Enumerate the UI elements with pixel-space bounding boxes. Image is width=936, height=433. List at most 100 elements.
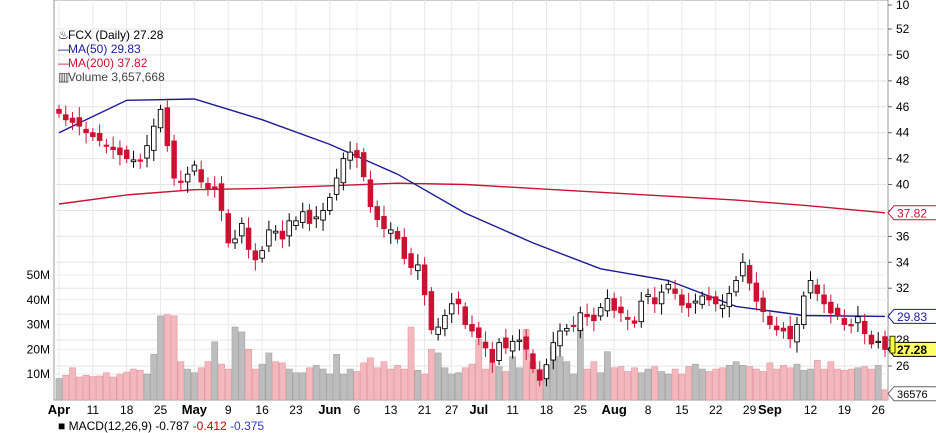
x-tick-label: 6 [354,403,361,417]
volume-bar [109,376,117,401]
volume-bar [231,326,239,401]
candle-body [652,297,658,305]
volume-bar [143,373,151,401]
candle-body [205,183,211,189]
volume-bar [773,368,781,401]
candle-body [360,152,367,178]
candle-body [171,140,177,179]
volume-bar [82,374,90,401]
volume-bar [312,365,320,401]
volume-bar [685,366,692,401]
candle-body [536,369,543,381]
candle-body [259,250,265,259]
volume-bar [326,373,334,401]
candle-body [706,295,712,301]
volume-bar [177,361,185,401]
volume-bar [184,368,191,401]
volume-bar [69,367,76,401]
candle-body [733,280,739,293]
candle-body [96,133,103,141]
candle-body [699,295,705,305]
candle-body [76,117,83,127]
volume-bar [367,357,374,401]
candle-body [523,336,529,350]
candle-body [821,294,827,305]
volume-bar [556,356,564,401]
price-flag [887,205,936,221]
x-tick-label: 15 [675,403,689,417]
volume-bar [712,368,720,401]
x-tick-label: 25 [154,403,168,417]
volume-bar [698,368,706,401]
volume-bar [191,372,198,401]
candle-body [875,340,881,344]
volume-bar [448,373,456,401]
price-tick-label: 36 [896,229,910,243]
candle-body [665,283,672,290]
price-tick-label: 46 [896,100,910,114]
candle-body [63,114,69,121]
volume-bar [116,373,124,401]
candle-body [279,230,286,240]
price-tick-label: 34 [896,255,910,269]
last-price-marker [889,335,896,354]
candle-body [597,307,604,317]
candle-body [157,108,164,129]
volume-bar [455,372,462,401]
volume-bar [245,349,252,401]
candle-body [672,288,678,294]
candle-body [415,264,421,272]
candle-body [164,107,171,147]
x-tick-label: 16 [255,403,269,417]
volume-bar [874,365,882,401]
candle-body [144,145,150,159]
volume-bar [421,373,428,401]
volume-bar [604,351,611,401]
candle-body [184,173,191,183]
volume-bar [800,370,808,401]
volume-tick-label: 30M [27,318,50,332]
candle-body [266,229,272,247]
volume-tick-label: 10M [27,367,50,381]
volume-bar [719,367,726,401]
candle-body [401,236,408,259]
candle-body [408,253,414,268]
x-tick-label: 27 [445,403,459,417]
volume-bar [340,373,347,401]
volume-bar [827,361,835,401]
x-tick-label: 26 [872,403,886,417]
volume-bar [692,363,699,401]
volume-bar [841,370,848,401]
volume-bar [624,371,632,401]
candle-body [692,300,699,304]
candle-body [807,280,814,294]
candle-body [753,282,760,302]
candle-body [354,150,360,158]
volume-bar [387,368,395,401]
x-tick-label: Aug [602,402,627,417]
macd-value: -0.787 [155,419,190,433]
candle-body [550,342,556,361]
price-tick-label: 48 [896,74,910,88]
x-tick-label: 21 [418,403,432,417]
price-tick-label: 44 [896,126,910,140]
candle-body [624,317,631,320]
candle-body [482,341,489,349]
candle-body [794,324,800,343]
volume-tick-label: 40M [27,293,50,307]
price-tick-label: 42 [896,152,910,166]
volume-bar [89,376,97,401]
candle-body [726,292,733,308]
candle-body [388,229,394,234]
candle-body [374,206,380,220]
volume-bar [434,352,442,401]
macd-label: MACD(12,26,9) [68,419,152,433]
candle-body [801,295,807,325]
x-tick-label: 8 [645,403,652,417]
candle-body [767,315,773,325]
price-flag-label: 37.82 [897,206,927,220]
volume-bar [583,368,591,401]
volume-bar [400,368,408,401]
volume-bar [590,361,598,401]
